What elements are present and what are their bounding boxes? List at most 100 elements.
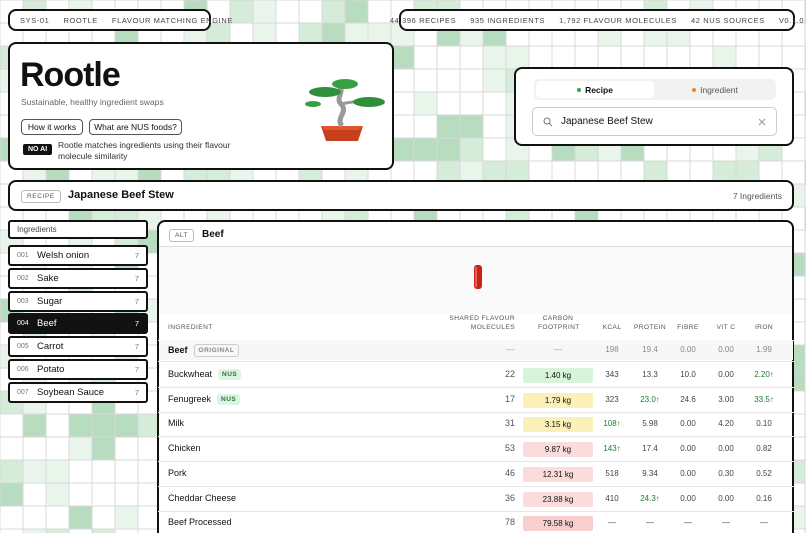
nutrient-value: 0.00 [718, 444, 734, 454]
ingredient-name: Beef ORIGINAL [168, 344, 240, 357]
carbon-footprint: 1.40 kg [523, 368, 593, 383]
separator [461, 16, 465, 24]
sidebar-item[interactable]: 005 Carrot 7 [8, 336, 148, 358]
item-name: Potato [37, 364, 65, 375]
ingredient-label: Cheddar Cheese [168, 492, 237, 503]
ingredient-label: Chicken [168, 443, 201, 454]
sidebar-item[interactable]: 007 Soybean Sauce 7 [8, 381, 148, 403]
nutrient-value: 198 [605, 345, 619, 354]
sidebar-item[interactable]: 002 Sake 7 [8, 267, 148, 289]
stat: 42 NUS SOURCES [690, 15, 765, 25]
nutrient-value: 0.00 [680, 345, 696, 354]
sidebar-item[interactable]: 004 Beef 7 [8, 313, 148, 335]
item-name: Sake [37, 272, 59, 284]
recipe-bar: RECIPE Japanese Beef Stew 7 Ingredients [8, 180, 794, 211]
carbon-footprint: 79.58 kg [523, 516, 593, 532]
beef-image [474, 265, 482, 289]
grid-tile [0, 483, 23, 506]
stat: V0.1.0 [778, 15, 805, 25]
nutrient-value: 17.4 [642, 444, 658, 454]
separator [550, 16, 554, 24]
nutrient-value: — [646, 518, 654, 528]
grid-tile [23, 414, 46, 437]
nutrient-value: 108↑ [603, 419, 621, 429]
original-badge: ORIGINAL [193, 344, 240, 357]
breadcrumb-item: ROOTLE [63, 15, 98, 25]
item-name: Soybean Sauce [37, 386, 105, 398]
nutrient-value: 33.5↑ [754, 394, 774, 404]
item-number: 002 [17, 274, 29, 282]
nutrient-value: 0.00 [680, 444, 696, 454]
grid-tile [391, 138, 414, 161]
separator [103, 16, 107, 24]
nutrient-value: 10.0 [680, 370, 696, 379]
shared-molecules: 17 [504, 393, 515, 404]
clear-icon[interactable] [758, 118, 766, 126]
ingredient-label: Buckwheat [168, 369, 213, 379]
grid-tile [230, 0, 253, 23]
nutrient-value: — [608, 518, 616, 528]
nutrient-value: 0.00 [718, 370, 734, 379]
tab-dot [577, 87, 582, 92]
sidebar-item[interactable]: 003 Sugar 7 [8, 290, 148, 312]
ingredient-name: Cheddar Cheese [168, 493, 236, 503]
tab[interactable]: Ingredient [656, 81, 774, 98]
item-name: Carrot [37, 341, 64, 353]
recipe-count: 7 Ingredients [732, 191, 782, 201]
hero-note: Rootle matches ingredients using their f… [58, 140, 231, 161]
button[interactable]: What are NUS foods? [89, 119, 182, 135]
button[interactable]: How it works [21, 119, 83, 135]
nutrient-value: 0.00 [718, 345, 734, 354]
grid-tile [46, 460, 69, 483]
shared-molecules: 53 [504, 443, 515, 454]
ingredient-name: Buckwheat NUS [168, 369, 242, 380]
nutrient-value: 0.00 [680, 419, 696, 429]
ingredient-name: Beef Processed [168, 517, 232, 527]
ingredient-name: Fenugreek NUS [168, 393, 241, 405]
shared-molecules: — [506, 344, 515, 354]
ingredient-label: Pork [168, 467, 187, 478]
carbon-footprint: — [553, 344, 563, 354]
grid-tile [437, 138, 460, 161]
item-count: 7 [134, 342, 139, 352]
grid-tile [414, 138, 437, 161]
ingredient-name: Milk [168, 418, 184, 428]
grid-tile [713, 46, 736, 69]
grid-tile [299, 23, 322, 46]
item-count: 7 [134, 365, 139, 374]
recipe-name: Japanese Beef Stew [68, 189, 174, 201]
grid-tile [115, 506, 138, 529]
stats-bar: 44,396 RECIPES 935 INGREDIENTS 1,792 FLAVO… [390, 9, 804, 31]
nutrient-value: 24.6 [680, 394, 696, 404]
grid-tile [437, 115, 460, 138]
grid-tile [414, 92, 437, 115]
grid-tile [506, 161, 529, 184]
grid-tile [322, 0, 345, 23]
hero-title: Rootle [20, 56, 121, 94]
row-divider [158, 436, 794, 438]
ingredient-label: Fenugreek [168, 393, 212, 404]
grid-tile [23, 529, 46, 533]
item-number: 003 [17, 297, 29, 305]
grid-tile [253, 23, 276, 46]
item-count: 7 [134, 387, 139, 397]
separator [770, 16, 774, 24]
grid-tile [253, 0, 276, 23]
item-count: 7 [134, 251, 139, 260]
sidebar-item[interactable]: 001 Welsh onion 7 [8, 245, 148, 266]
nutrient-value: 0.00 [718, 493, 734, 503]
grid-tile [92, 529, 115, 533]
column-header: SHARED FLAVOUR MOLECULES [449, 315, 515, 331]
sidebar-item[interactable]: 006 Potato 7 [8, 359, 148, 380]
grid-tile [46, 529, 69, 533]
ingredient-label: Beef [168, 345, 188, 355]
tab[interactable]: Recipe [536, 81, 654, 98]
grid-tile [713, 161, 736, 184]
nutrient-value: 0.10 [756, 419, 772, 429]
item-number: 006 [17, 366, 29, 373]
column-header: VIT C [716, 324, 736, 331]
tab-active-bg [536, 81, 654, 98]
tagline: Sustainable, healthy ingredient swaps [21, 97, 164, 107]
search-input[interactable]: Japanese Beef Stew [532, 107, 777, 136]
